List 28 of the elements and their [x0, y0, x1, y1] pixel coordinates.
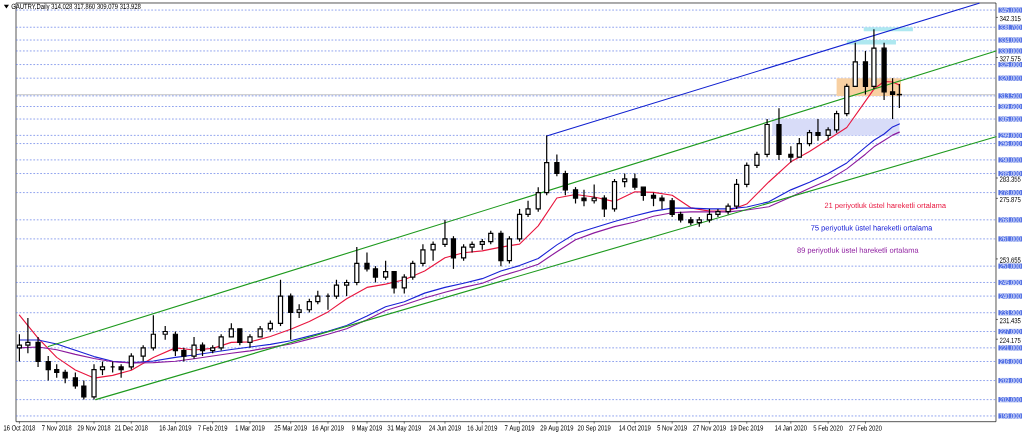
candlestick [118, 363, 124, 379]
candlestick [191, 336, 197, 360]
candlestick [776, 107, 782, 161]
candlestick [525, 200, 531, 218]
candlestick [554, 153, 560, 177]
candlestick [754, 151, 760, 169]
candlestick [881, 42, 887, 101]
candlestick [659, 194, 665, 210]
candlestick [498, 230, 504, 267]
candlestick [420, 243, 426, 267]
candlestick [247, 333, 253, 349]
candlestick [725, 202, 731, 215]
candlestick [442, 219, 448, 248]
candlestick [715, 208, 721, 218]
candlestick [871, 28, 877, 90]
candlestick [825, 126, 831, 142]
candlestick [35, 336, 41, 368]
candlestick [288, 292, 294, 341]
candlestick [364, 251, 370, 273]
candlestick [469, 241, 475, 254]
candlestick [815, 118, 821, 142]
candlestick [430, 241, 436, 262]
candlestick [581, 189, 587, 207]
candlestick [91, 363, 97, 401]
candlestick [632, 172, 638, 191]
candlestick [764, 118, 770, 158]
candlestick [181, 347, 187, 363]
candlestick [25, 317, 31, 354]
